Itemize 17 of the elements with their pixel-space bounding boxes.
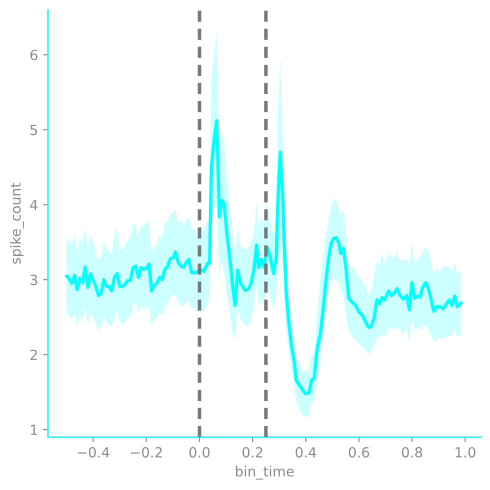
y-tick-label: 2 (30, 350, 37, 360)
y-tick-label: 1 (30, 424, 38, 435)
x-tick-label: 0.4 (296, 447, 316, 458)
x-tick-label: 0.6 (348, 447, 370, 458)
x-tick-label: 0.8 (402, 447, 422, 458)
y-axis-title: spike_count (10, 182, 24, 264)
x-tick-label: 0.0 (189, 447, 210, 458)
y-tick-label: 3 (30, 274, 38, 286)
x-tick-label: 1.0 (456, 447, 476, 458)
x-axis-title: bin_time (236, 466, 294, 480)
y-tick-label: 5 (30, 124, 38, 136)
x-tick-label: −0.4 (78, 447, 110, 458)
x-tick-label: 0.2 (242, 447, 262, 458)
x-tick-label: −0.2 (130, 447, 162, 458)
y-tick-label: 4 (30, 200, 38, 210)
line-series (65, 119, 463, 396)
y-tick-label: 6 (30, 50, 38, 60)
